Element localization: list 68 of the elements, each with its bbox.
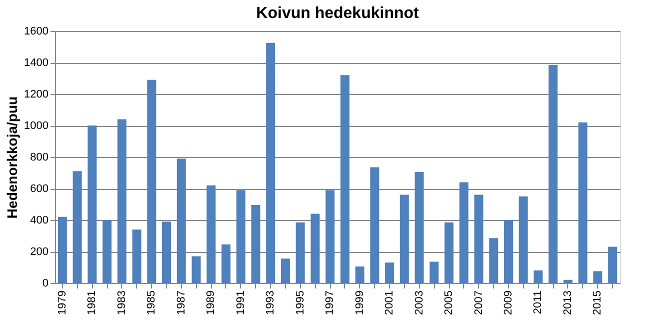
y-tick-label: 1400 xyxy=(24,57,48,69)
bar xyxy=(236,190,246,283)
x-tick-label: 2013 xyxy=(562,290,574,315)
y-tick-label: 200 xyxy=(30,246,48,258)
bar xyxy=(340,75,350,283)
bar xyxy=(593,271,602,283)
x-tick-label: 2003 xyxy=(413,290,426,315)
x-tick-label: 1981 xyxy=(86,290,98,315)
chart-title: Koivun hedekukinnot xyxy=(256,5,420,22)
bar xyxy=(355,266,364,283)
x-tick-label: 1997 xyxy=(324,290,336,315)
x-tick-label: 2015 xyxy=(592,290,604,315)
y-tick-label: 1200 xyxy=(24,88,48,100)
bar xyxy=(132,229,142,283)
bar xyxy=(400,194,409,283)
bar xyxy=(251,205,260,283)
y-axis-title: Hedenorkkoja/puu xyxy=(4,96,20,219)
y-tick-label: 600 xyxy=(30,183,48,195)
bar xyxy=(414,172,424,283)
bar xyxy=(548,64,558,283)
bar xyxy=(206,185,216,283)
bar xyxy=(192,256,201,283)
bar xyxy=(474,194,484,283)
y-tick-label: 1600 xyxy=(24,26,48,38)
bar xyxy=(310,214,320,283)
bar xyxy=(504,220,513,283)
bar xyxy=(221,244,230,283)
bar xyxy=(176,158,186,283)
x-tick-label: 1999 xyxy=(354,290,366,315)
bar xyxy=(430,262,439,283)
y-tick-label: 400 xyxy=(30,214,48,226)
x-tick-label: 2009 xyxy=(502,290,514,315)
bar xyxy=(578,122,588,283)
bar xyxy=(58,216,67,283)
bar xyxy=(147,80,156,283)
bar xyxy=(88,126,97,283)
x-tick-label: 2001 xyxy=(384,290,396,315)
y-tick-label: 0 xyxy=(42,278,48,290)
y-tick-label: 800 xyxy=(30,152,48,164)
x-tick-label: 1983 xyxy=(116,290,128,315)
x-tick-label: 1987 xyxy=(175,290,188,315)
bar xyxy=(72,171,82,283)
x-tick-label: 2005 xyxy=(443,290,456,315)
x-tick-label: 1985 xyxy=(146,290,158,315)
bar xyxy=(385,262,394,283)
bar xyxy=(608,246,618,283)
x-tick-label: 1995 xyxy=(294,290,306,315)
x-tick-label: 2007 xyxy=(472,290,485,315)
bar xyxy=(534,270,543,283)
bar xyxy=(489,238,498,283)
bar xyxy=(518,196,528,283)
x-tick-label: 2011 xyxy=(532,290,544,314)
bar xyxy=(296,222,305,283)
bar xyxy=(459,182,468,283)
x-tick-label: 1979 xyxy=(56,290,68,315)
x-tick-label: 1991 xyxy=(234,290,247,315)
bar xyxy=(266,42,276,283)
y-tick-label: 1000 xyxy=(24,120,48,132)
x-tick-label: 1989 xyxy=(205,290,218,315)
bar xyxy=(563,280,572,283)
x-tick-label: 1993 xyxy=(264,290,277,315)
bar xyxy=(370,167,380,283)
bar xyxy=(444,222,454,283)
bar xyxy=(162,222,172,283)
bar xyxy=(280,258,290,283)
bar xyxy=(102,220,112,283)
bar xyxy=(326,190,335,283)
bar xyxy=(117,119,126,283)
